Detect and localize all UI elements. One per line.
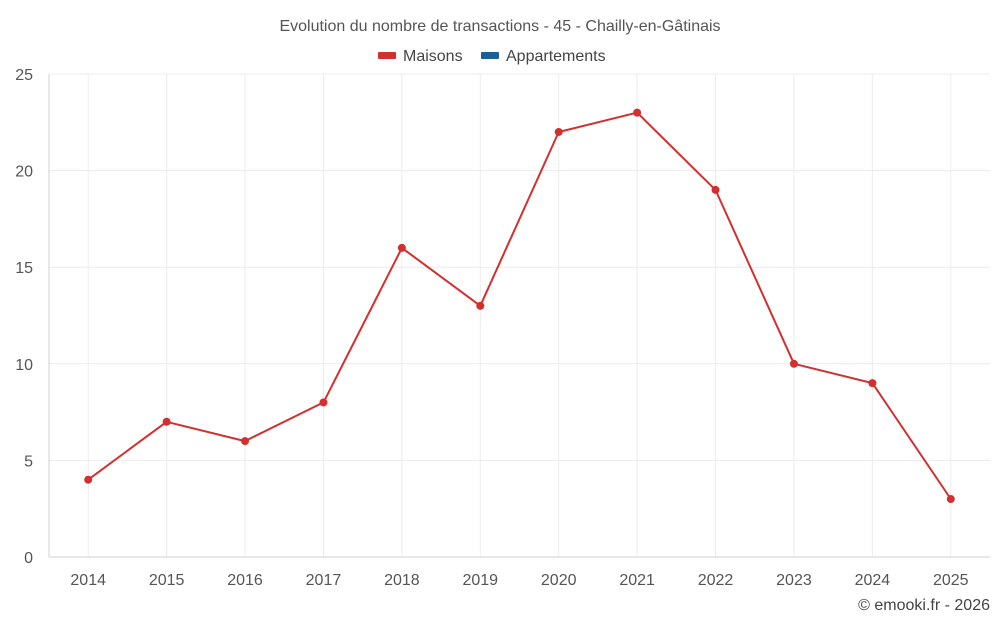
y-tick-label: 0	[24, 550, 33, 567]
legend-label-maisons: Maisons	[403, 48, 463, 65]
y-tick-label: 10	[15, 357, 33, 374]
x-tick-label: 2017	[306, 572, 342, 589]
y-tick-label: 15	[15, 260, 33, 277]
axes	[48, 74, 990, 558]
series-line-maisons	[87, 111, 952, 500]
x-tick-label: 2025	[933, 572, 969, 589]
chart-title: Evolution du nombre de transactions - 45…	[279, 18, 720, 35]
data-point	[162, 417, 171, 426]
data-point	[241, 437, 250, 446]
data-point	[476, 301, 485, 310]
x-tick-label: 2019	[462, 572, 498, 589]
data-point	[711, 185, 720, 194]
data-point	[397, 243, 406, 252]
x-tick-label: 2024	[855, 572, 891, 589]
y-tick-label: 25	[15, 67, 33, 84]
series-maisons	[84, 108, 955, 504]
legend-swatch-appartements	[481, 52, 499, 59]
data-point	[868, 379, 877, 388]
data-point	[633, 108, 642, 117]
legend-label-appartements: Appartements	[506, 48, 606, 65]
x-tick-label: 2023	[776, 572, 812, 589]
legend-swatch-maisons	[378, 52, 396, 59]
x-tick-label: 2018	[384, 572, 420, 589]
data-point	[84, 475, 93, 484]
x-tick-label: 2022	[698, 572, 734, 589]
x-tick-label: 2016	[227, 572, 263, 589]
legend-item-maisons[interactable]: Maisons	[378, 48, 463, 65]
x-tick-label: 2020	[541, 572, 577, 589]
x-tick-label: 2015	[149, 572, 185, 589]
data-point	[319, 398, 328, 407]
grid	[49, 73, 990, 557]
x-tick-label: 2021	[619, 572, 655, 589]
data-point	[554, 127, 563, 136]
y-tick-label: 5	[24, 453, 33, 470]
x-tick-label: 2014	[70, 572, 106, 589]
credit-text: © emooki.fr - 2026	[858, 597, 990, 614]
data-point	[946, 495, 955, 504]
legend-item-appartements[interactable]: Appartements	[481, 48, 606, 65]
y-tick-label: 20	[15, 164, 33, 181]
data-point	[789, 359, 798, 368]
legend: Maisons Appartements	[378, 48, 606, 65]
